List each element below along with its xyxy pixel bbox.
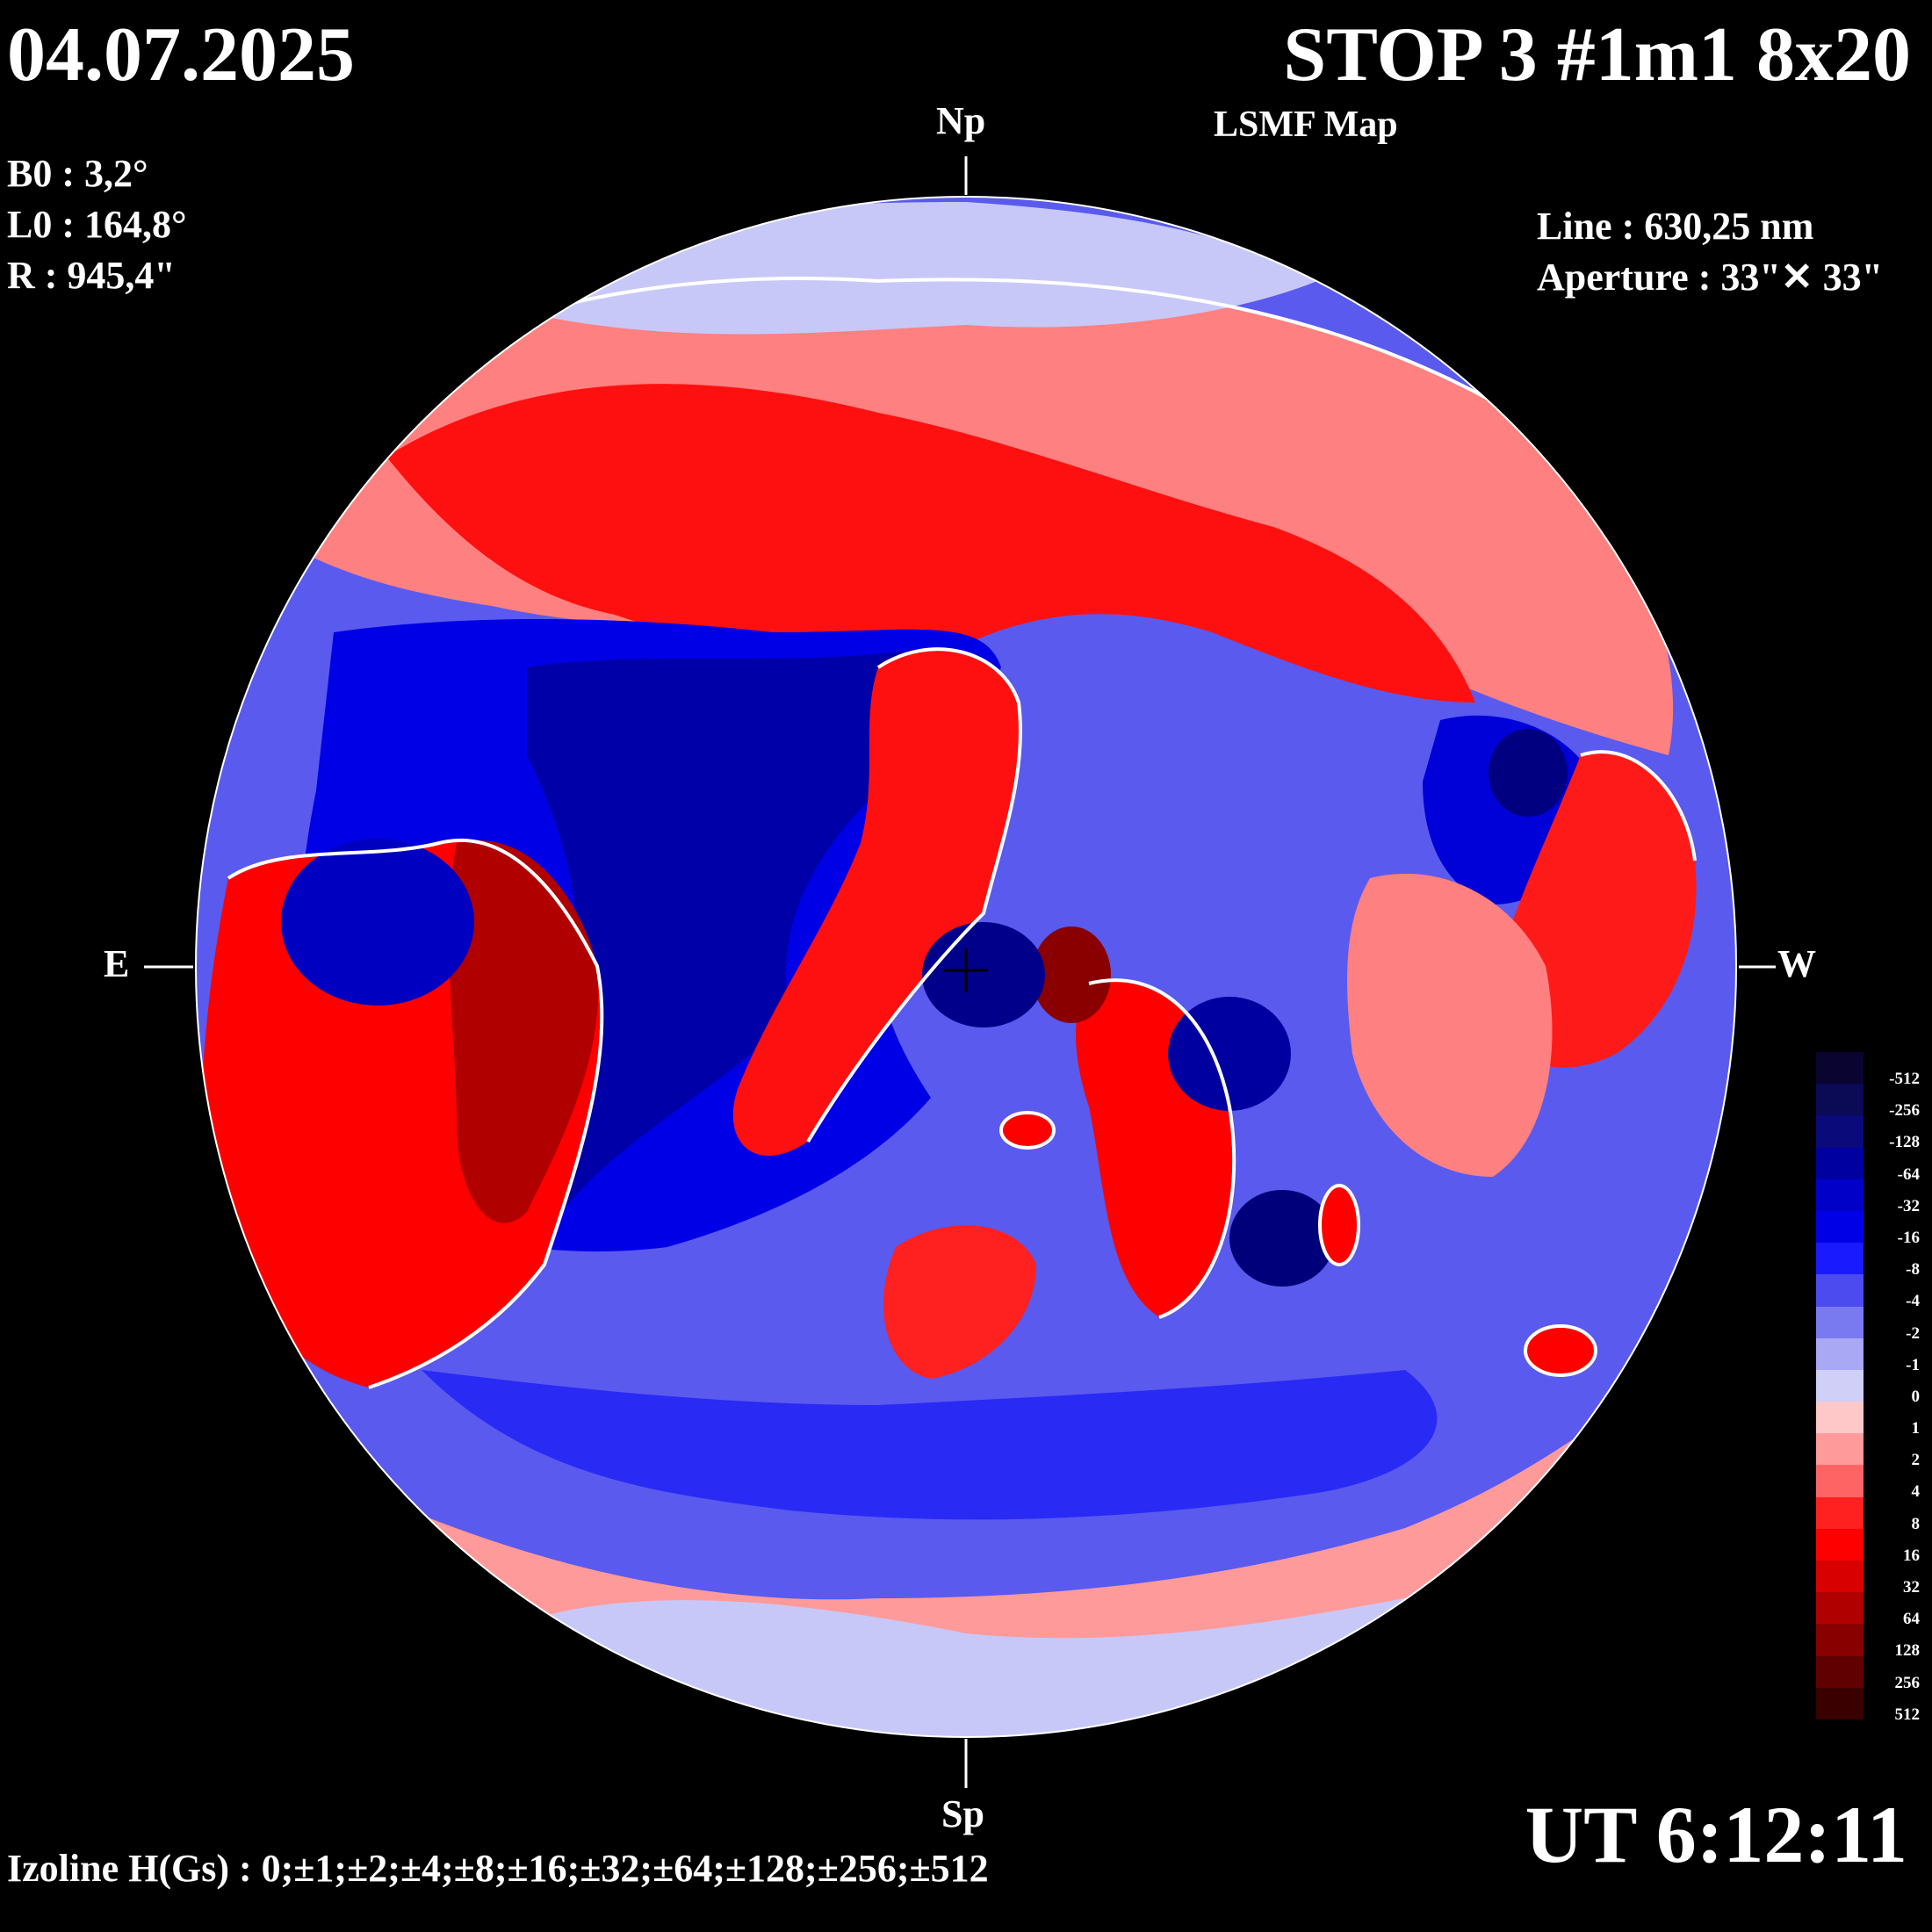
legend-level: -8 [1816,1243,1920,1279]
legend-label: -64 [1897,1164,1920,1184]
legend-label: 512 [1894,1705,1921,1724]
legend-level: -512 [1816,1052,1920,1088]
l0-parameter: L0 : 164,8° [7,203,187,246]
line-parameter: Line : 630,25 nm [1537,205,1814,248]
legend-swatch [1816,1655,1864,1688]
positive-region [1347,873,1553,1177]
positive-patch [1525,1326,1596,1375]
legend-swatch [1816,1306,1864,1338]
legend-label: -512 [1889,1070,1920,1088]
legend-swatch [1816,1465,1864,1497]
aperture-parameter: Aperture : 33"✕ 33" [1537,256,1884,299]
negative-patch [281,839,474,1006]
legend-label: 2 [1911,1451,1921,1470]
negative-core [922,922,1045,1027]
legend-level: -32 [1816,1179,1920,1215]
legend-label: 256 [1894,1673,1921,1692]
legend-swatch [1816,1528,1864,1561]
legend-label: 128 [1894,1641,1921,1661]
legend-level: 256 [1816,1655,1920,1692]
negative-core [1489,729,1568,817]
radius-parameter: R : 945,4" [7,254,176,297]
legend-label: 8 [1911,1514,1921,1533]
legend-level: 1 [1816,1402,1920,1438]
west-label: W [1777,942,1816,985]
izoline-caption: Izoline H(Gs) : 0;±1;±2;±4;±8;±16;±32;±6… [7,1847,989,1890]
color-legend: -512 -256 -128 -64 -32 -16 -8 -4 -2 -1 0 1 2 4 8 16 32 64… [1816,1052,1920,1724]
legend-swatch [1816,1052,1864,1085]
legend-label: 0 [1911,1387,1921,1406]
negative-band [422,1370,1438,1520]
legend-level: 64 [1816,1592,1920,1628]
legend-swatch [1816,1274,1864,1307]
positive-region-core [449,840,599,1223]
disk-limb [195,196,1737,1738]
legend-label: -32 [1897,1196,1920,1215]
date-label: 04.07.2025 [7,12,355,97]
center-crosshair [944,948,988,992]
negative-region-core [527,650,932,1212]
legend-swatch [1816,1561,1864,1593]
positive-patch [1001,1113,1054,1148]
legend-swatch [1816,1179,1864,1211]
legend-label: -16 [1897,1228,1920,1247]
legend-level: 32 [1816,1561,1920,1597]
positive-patch [1320,1186,1359,1265]
weak-field-region [439,202,1317,335]
legend-label: 64 [1903,1610,1920,1629]
legend-swatch [1816,1592,1864,1625]
positive-core [1032,926,1111,1023]
legend-level: 8 [1816,1496,1920,1533]
legend-label: -8 [1906,1260,1920,1280]
legend-swatch [1816,1624,1864,1656]
legend-swatch [1816,1337,1864,1370]
legend-swatch [1816,1243,1864,1275]
legend-level: -256 [1816,1084,1920,1120]
legend-label: 32 [1903,1578,1920,1597]
legend-swatch [1816,1496,1864,1529]
legend-swatch [1816,1433,1864,1466]
legend-label: 16 [1903,1546,1920,1565]
positive-region [732,649,1020,1157]
legend-level: 4 [1816,1465,1920,1501]
legend-level: 512 [1816,1687,1920,1724]
ut-time: UT 6:12:11 [1525,1790,1907,1879]
legend-swatch [1816,1402,1864,1434]
legend-swatch [1816,1084,1864,1116]
legend-swatch [1816,1687,1864,1719]
legend-swatch [1816,1369,1864,1402]
legend-level: -1 [1816,1337,1920,1374]
map-subtitle: LSMF Map [1214,105,1398,145]
legend-label: -4 [1906,1292,1920,1311]
legend-level: 2 [1816,1433,1920,1469]
legend-level: -2 [1816,1306,1920,1343]
legend-swatch [1816,1147,1864,1179]
legend-label: -256 [1889,1101,1920,1121]
negative-core [1229,1190,1335,1287]
legend-level: 0 [1816,1369,1920,1406]
legend-swatch [1816,1210,1864,1244]
b0-parameter: B0 : 3,2° [7,152,148,195]
legend-level: -16 [1816,1210,1920,1247]
legend-swatch [1816,1115,1864,1148]
legend-level: 16 [1816,1528,1920,1565]
legend-label: -1 [1906,1355,1920,1374]
east-label: E [104,942,130,985]
legend-label: -2 [1906,1323,1920,1343]
legend-label: -128 [1889,1133,1920,1152]
legend-label: 4 [1911,1482,1921,1502]
map-title: STOP 3 #1m1 8x20 [1283,12,1911,97]
south-pole-label: Sp [941,1792,984,1835]
legend-level: -64 [1816,1147,1920,1184]
legend-level: 128 [1816,1624,1920,1660]
legend-level: -4 [1816,1274,1920,1310]
positive-region [883,1225,1036,1379]
legend-level: -128 [1816,1115,1920,1151]
north-pole-label: Np [936,99,986,142]
legend-label: 1 [1911,1419,1921,1438]
